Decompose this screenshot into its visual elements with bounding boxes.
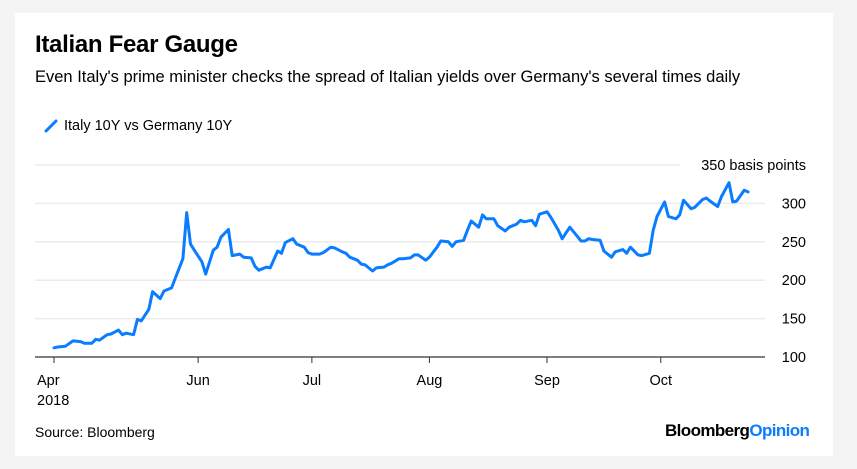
y-tick-label: 300: [782, 196, 806, 212]
bloomberg-opinion-logo: BloombergOpinion: [665, 421, 810, 440]
series-line: [52, 181, 750, 350]
y-tick-label: 250: [782, 235, 806, 251]
x-tick-label: Jun: [186, 373, 209, 389]
y-tick-label: 200: [782, 273, 806, 289]
chart-title: Italian Fear Gauge: [35, 31, 238, 58]
x-tick-label: Sep: [534, 373, 560, 389]
x-tick-label: Aug: [417, 373, 443, 389]
legend: Italy 10Y vs Germany 10Y: [44, 118, 232, 134]
y-tick-label: 100: [782, 350, 806, 366]
y-tick-label: 150: [782, 312, 806, 328]
chart-card: [15, 13, 833, 456]
x-tick-label: Oct: [649, 373, 672, 389]
x-tick-label: Apr: [37, 373, 60, 389]
chart-subtitle: Even Italy's prime minister checks the s…: [35, 68, 741, 86]
y-unit-label: 350 basis points: [701, 158, 806, 174]
x-tick-label: Jul: [303, 373, 322, 389]
x-tick-sublabel: 2018: [37, 393, 69, 409]
source-note: Source: Bloomberg: [35, 424, 155, 440]
legend-label: Italy 10Y vs Germany 10Y: [64, 118, 233, 134]
legend-line-icon: [44, 119, 58, 133]
